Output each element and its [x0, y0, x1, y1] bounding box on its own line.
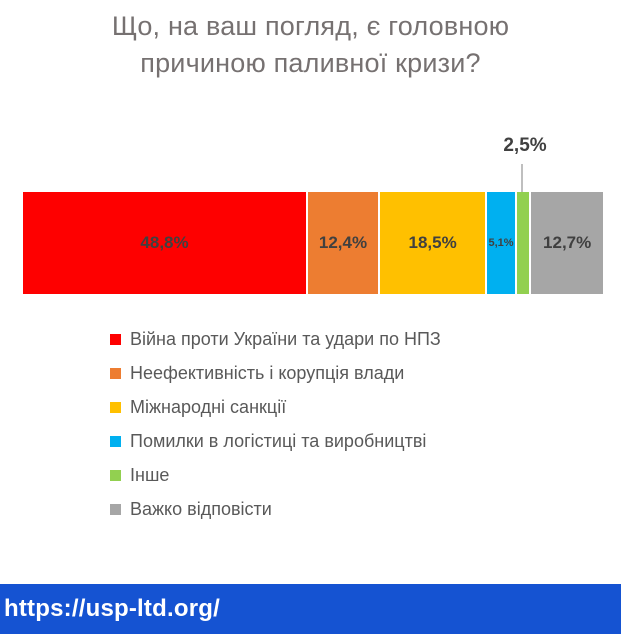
bar-segment-other — [514, 192, 530, 294]
legend: Війна проти України та удари по НПЗ Нееф… — [110, 322, 441, 526]
legend-label: Неефективність і корупція влади — [130, 362, 405, 383]
footer-url-link[interactable]: https://usp-ltd.org/ — [4, 595, 220, 622]
legend-label: Інше — [130, 464, 170, 485]
bar-segment-label: 12,7% — [543, 233, 592, 252]
callout-label-inshe: 2,5% — [503, 135, 547, 156]
bar-segment-sanctions: 18,5% — [377, 192, 486, 294]
bar-segment-label: 5,1% — [488, 237, 514, 249]
legend-item-corruption: Неефективність і корупція влади — [110, 356, 441, 390]
legend-label: Помилки в логістиці та виробництві — [130, 430, 427, 451]
legend-swatch-blue — [110, 435, 121, 447]
bar-segment-war: 48,8% — [23, 192, 307, 294]
bar-segment-label: 48,8% — [140, 233, 189, 252]
bar-segment-label: 12,4% — [318, 233, 368, 252]
legend-swatch-orange — [110, 367, 121, 379]
legend-item-hard-to-say: Важко відповісти — [110, 492, 441, 526]
legend-item-war: Війна проти України та удари по НПЗ — [110, 322, 441, 356]
stacked-bar: 48,8% 12,4% 18,5% 5,1% 12,7% — [23, 192, 603, 294]
callout-leader-line — [521, 164, 523, 192]
legend-label: Міжнародні санкції — [130, 396, 287, 417]
bar-segment-label: 18,5% — [408, 233, 457, 252]
legend-swatch-green — [110, 469, 121, 481]
legend-item-sanctions: Міжнародні санкції — [110, 390, 441, 424]
legend-swatch-yellow — [110, 401, 121, 413]
bar-segment-hard-to-say: 12,7% — [529, 192, 603, 294]
legend-item-logistics: Помилки в логістиці та виробництві — [110, 424, 441, 458]
bar-segment-corruption: 12,4% — [306, 192, 378, 294]
chart-title: Що, на ваш погляд, є головною причиною п… — [111, 11, 510, 78]
legend-label: Війна проти України та удари по НПЗ — [130, 328, 441, 349]
footer-bar: https://usp-ltd.org/ — [0, 584, 621, 634]
legend-swatch-red — [110, 333, 121, 345]
legend-swatch-gray — [110, 503, 121, 515]
bar-segment-logistics: 5,1% — [485, 192, 515, 294]
legend-label: Важко відповісти — [130, 498, 272, 519]
legend-item-other: Інше — [110, 458, 441, 492]
